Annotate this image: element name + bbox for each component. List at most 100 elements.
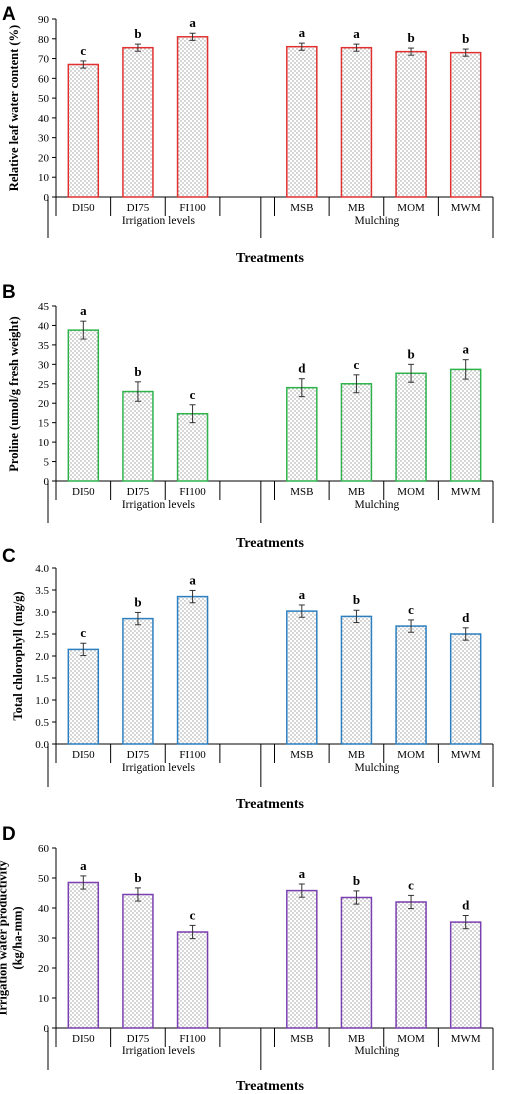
x-tick-label: MSB (290, 749, 313, 761)
significance-letter: a (80, 303, 87, 318)
bar (340, 46, 373, 198)
y-tick-label: 90 (38, 14, 50, 26)
x-tick-label: MB (348, 1033, 365, 1045)
significance-letter: b (353, 592, 360, 607)
x-tick-label: DI50 (72, 486, 95, 498)
bar (122, 46, 154, 198)
panel-label: D (2, 824, 16, 845)
y-tick-label: 40 (38, 320, 50, 332)
y-axis-label: Total chlorophyll (mg/g) (11, 591, 25, 720)
y-tick-label: 80 (38, 34, 50, 46)
significance-letter: b (134, 26, 141, 41)
panel-label: A (2, 4, 16, 25)
x-tick-label: FI100 (179, 749, 206, 761)
significance-letter: c (408, 877, 414, 892)
significance-letter: a (80, 858, 87, 873)
significance-letter: c (190, 387, 196, 402)
bar (67, 648, 100, 745)
group-label: Irrigation levels (122, 499, 196, 511)
significance-letter: c (80, 625, 86, 640)
bar (176, 36, 209, 198)
group-label: Mulching (355, 1045, 400, 1057)
x-axis-title: Treatments (236, 251, 304, 266)
y-tick-label: 30 (38, 133, 50, 145)
bar (122, 617, 154, 745)
bar (67, 63, 100, 198)
y-tick-label: 70 (38, 54, 50, 66)
group-label: Mulching (355, 499, 400, 511)
y-tick-label: 30 (38, 933, 50, 945)
x-tick-label: MWM (451, 1033, 481, 1045)
group-label: Mulching (355, 762, 400, 774)
bar (449, 368, 482, 482)
significance-letter: a (299, 25, 306, 40)
y-tick-label: 20 (38, 963, 50, 975)
x-tick-label: MOM (397, 1033, 425, 1045)
y-tick-label: 3.5 (35, 585, 49, 597)
x-axis-title: Treatments (236, 536, 304, 551)
x-tick-label: FI100 (179, 202, 206, 214)
bar (286, 889, 318, 1029)
y-tick-label: 2.0 (35, 651, 49, 663)
x-axis-title: Treatments (236, 1079, 304, 1094)
y-tick-label: 45 (38, 301, 50, 313)
y-tick-label: 2.5 (35, 629, 49, 641)
group-label: Irrigation levels (122, 1045, 196, 1057)
bar (176, 595, 209, 745)
significance-letter: b (134, 594, 141, 609)
bar (122, 390, 154, 482)
group-label: Mulching (355, 215, 400, 227)
x-tick-label: DI50 (72, 1033, 95, 1045)
x-tick-label: DI75 (127, 486, 150, 498)
chart-panel-c: C 0.0 0.5 1.0 1.5 2.0 2.5 3.0 3.5 4.0 Total chloro… (2, 546, 494, 812)
x-tick-label: MSB (290, 486, 313, 498)
bar (449, 51, 482, 198)
y-tick-label: 40 (38, 903, 50, 915)
y-tick-label: 20 (38, 398, 50, 410)
significance-letter: b (407, 346, 414, 361)
bar (395, 625, 427, 745)
panel-label: C (2, 546, 16, 567)
bar (395, 372, 427, 482)
y-tick-label: 35 (38, 340, 50, 352)
y-tick-label: 30 (38, 359, 50, 371)
y-tick-label: 10 (38, 993, 50, 1005)
y-tick-label: 0 (44, 192, 50, 204)
y-tick-label: 0.0 (35, 739, 49, 751)
significance-letter: d (462, 898, 470, 913)
x-tick-label: FI100 (179, 486, 206, 498)
y-tick-label: 25 (38, 379, 50, 391)
x-tick-label: MSB (290, 1033, 313, 1045)
x-tick-label: MOM (397, 749, 425, 761)
y-tick-label: 60 (38, 843, 50, 855)
bar (286, 610, 318, 745)
significance-letter: b (134, 364, 141, 379)
group-label: Irrigation levels (122, 762, 196, 774)
y-tick-label: 20 (38, 152, 50, 164)
x-tick-label: MB (348, 202, 365, 214)
y-tick-label: 5 (44, 457, 50, 469)
x-tick-label: MOM (397, 202, 425, 214)
significance-letter: a (462, 342, 469, 357)
x-tick-label: MWM (451, 486, 481, 498)
significance-letter: c (80, 43, 86, 58)
x-tick-label: DI75 (127, 1033, 150, 1045)
y-tick-label: 40 (38, 113, 50, 125)
significance-letter: a (299, 866, 306, 881)
significance-letter: a (299, 587, 306, 602)
significance-letter: c (408, 602, 414, 617)
y-tick-label: 0.5 (35, 717, 49, 729)
bar (395, 50, 427, 198)
bar (67, 881, 100, 1029)
significance-letter: d (298, 361, 306, 376)
bar (176, 412, 209, 482)
panel-label: B (2, 282, 16, 303)
x-tick-label: MWM (451, 749, 481, 761)
significance-letter: b (353, 873, 360, 888)
significance-letter: c (354, 357, 360, 372)
y-tick-label: 50 (38, 93, 50, 105)
y-axis-label: Relative leaf water content (%) (7, 25, 21, 191)
y-tick-label: 3.0 (35, 607, 49, 619)
chart-panel-b: B 0 5 10 15 20 25 30 35 40 45 Proline (umol/g fresh… (2, 282, 494, 551)
